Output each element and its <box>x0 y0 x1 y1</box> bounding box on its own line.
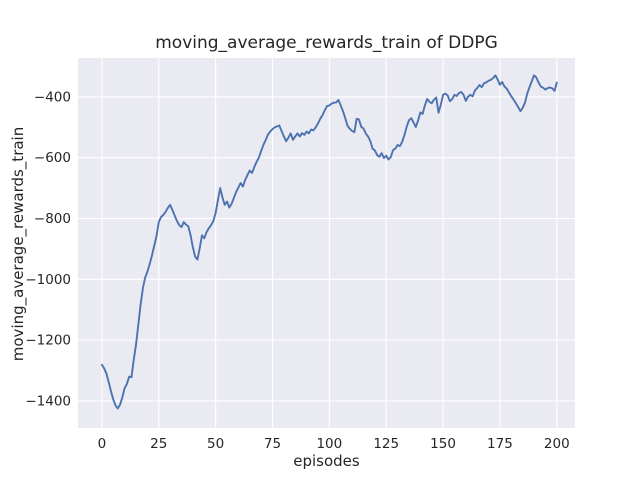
series-line-ddpg <box>100 74 558 410</box>
plot-area <box>78 58 575 428</box>
x-tick-label-200: 200 <box>544 436 570 452</box>
y-tick-label--600: −600 <box>34 150 71 166</box>
x-tick-label-25: 25 <box>150 436 167 452</box>
y-axis-label: moving_average_rewards_train <box>9 126 27 362</box>
x-tick-label-0: 0 <box>98 436 107 452</box>
y-tick-label--1400: −1400 <box>25 393 71 409</box>
x-tick-label-75: 75 <box>264 436 281 452</box>
y-tick-label--1000: −1000 <box>25 272 71 288</box>
y-tick-label--400: −400 <box>34 89 71 105</box>
x-tick-label-50: 50 <box>207 436 224 452</box>
y-tick-label--1200: −1200 <box>25 333 71 349</box>
x-axis-label: episodes <box>293 452 360 470</box>
chart-title: moving_average_rewards_train of DDPG <box>155 33 498 53</box>
x-tick-label-100: 100 <box>316 436 342 452</box>
y-tick-label--800: −800 <box>34 211 71 227</box>
x-tick-label-125: 125 <box>373 436 399 452</box>
x-tick-label-175: 175 <box>487 436 513 452</box>
x-tick-label-150: 150 <box>430 436 456 452</box>
